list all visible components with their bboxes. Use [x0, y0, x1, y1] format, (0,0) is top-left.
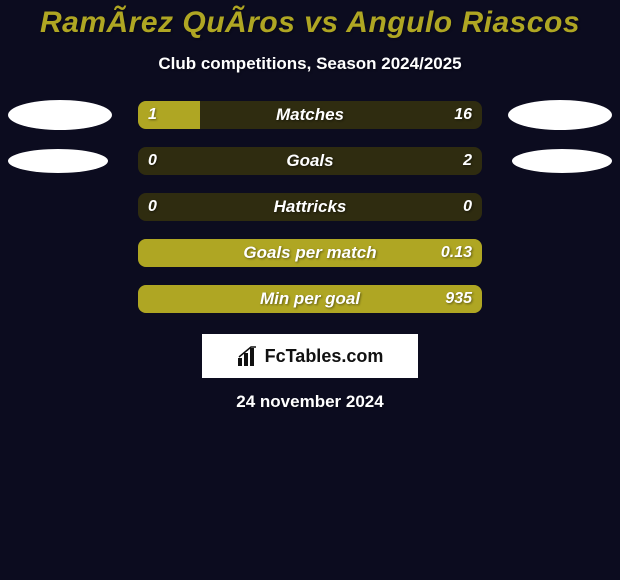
player-right-avatar — [508, 100, 612, 130]
stat-value-left: 1 — [148, 101, 157, 129]
stat-row: Goals0 2 — [0, 138, 620, 184]
player-left-avatar — [8, 149, 108, 173]
snapshot-date: 24 november 2024 — [0, 392, 620, 412]
stat-value-right: 935 — [445, 285, 472, 313]
stat-value-right: 2 — [463, 147, 472, 175]
page-title: RamÃrez QuÃros vs Angulo Riascos — [0, 0, 620, 40]
stat-bar: Min per goal935 — [138, 285, 482, 313]
bar-chart-icon — [237, 346, 259, 366]
stat-label: Goals per match — [138, 239, 482, 267]
player-right-avatar — [512, 149, 612, 173]
stat-rows: Matches116Goals02Hattricks00Goals per ma… — [0, 92, 620, 322]
stat-label: Goals — [138, 147, 482, 175]
brand-text: FcTables.com — [265, 346, 384, 367]
stat-bar: Goals per match0.13 — [138, 239, 482, 267]
stat-value-right: 0 — [463, 193, 472, 221]
brand-logo[interactable]: FcTables.com — [202, 334, 418, 378]
stat-value-right: 16 — [454, 101, 472, 129]
stat-value-right: 0.13 — [441, 239, 472, 267]
stat-row: Min per goal935 — [0, 276, 620, 322]
stat-label: Min per goal — [138, 285, 482, 313]
stat-row: Hattricks0 0 — [0, 184, 620, 230]
stat-row: Goals per match0.13 — [0, 230, 620, 276]
stat-row: Matches1 16 — [0, 92, 620, 138]
stat-label: Hattricks — [138, 193, 482, 221]
stat-bar: Matches1 16 — [138, 101, 482, 129]
stat-bar: Hattricks0 0 — [138, 193, 482, 221]
stat-value-left: 0 — [148, 147, 157, 175]
season-subtitle: Club competitions, Season 2024/2025 — [0, 54, 620, 74]
stat-label: Matches — [138, 101, 482, 129]
stat-bar: Goals0 2 — [138, 147, 482, 175]
comparison-card: RamÃrez QuÃros vs Angulo Riascos Club co… — [0, 0, 620, 580]
player-left-avatar — [8, 100, 112, 130]
stat-value-left: 0 — [148, 193, 157, 221]
